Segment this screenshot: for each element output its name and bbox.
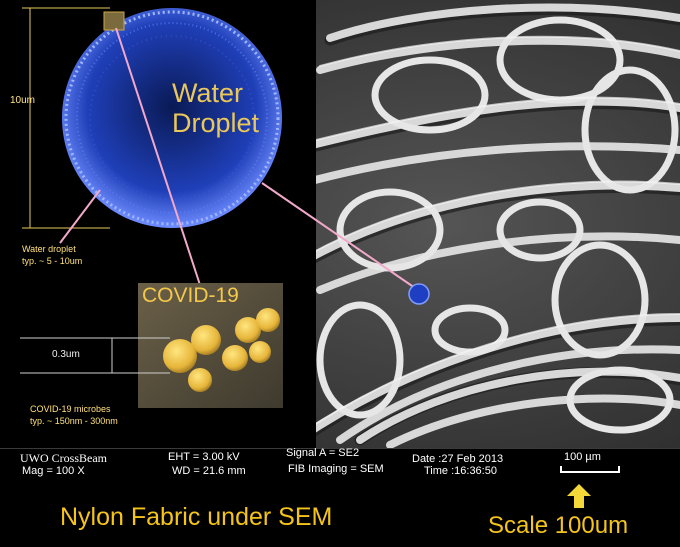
- signal-value: Signal A = SE2: [286, 447, 360, 459]
- fib-imaging: FIB Imaging = SEM: [288, 463, 384, 475]
- caption-title: Nylon Fabric under SEM: [60, 503, 333, 531]
- scale-bar: [560, 466, 620, 473]
- point3um-bracket: [20, 337, 170, 374]
- water-droplet-label: Water Droplet: [172, 78, 260, 138]
- droplet-size-info: Water droplet typ. ~ 5 - 10um: [22, 244, 83, 266]
- sem-fabric-image: [0, 0, 680, 448]
- ten-um-bracket: [22, 7, 110, 229]
- magnification: Mag = 100 X: [22, 465, 85, 477]
- water-droplet-image: [62, 8, 282, 228]
- droplet-scale-marker: [408, 283, 430, 305]
- arrow-up-icon: [567, 484, 591, 508]
- eht-value: EHT = 3.00 kV: [168, 451, 240, 463]
- scale-caption: Scale 100um: [488, 512, 629, 539]
- instrument-name: UWO CrossBeam: [20, 451, 107, 465]
- scale-bar-label: 100 µm: [564, 451, 601, 463]
- ten-um-label: 10um: [10, 95, 36, 106]
- nylon-fibers: [294, 3, 680, 448]
- working-distance: WD = 21.6 mm: [172, 465, 246, 477]
- sem-info-bar: UWO CrossBeam Mag = 100 X EHT = 3.00 kV …: [0, 447, 680, 481]
- acquisition-time: Time :16:36:50: [424, 465, 497, 477]
- caption-area: [0, 481, 680, 547]
- covid-microbes-image: [138, 283, 283, 408]
- microbe-size-info: COVID-19 microbes typ. ~ 150nm - 300nm: [30, 404, 118, 426]
- covid-label: COVID-19: [142, 284, 239, 307]
- covid-inset-marker: [103, 11, 125, 31]
- acquisition-date: Date :27 Feb 2013: [412, 453, 504, 465]
- point3um-label: 0.3um: [52, 349, 80, 360]
